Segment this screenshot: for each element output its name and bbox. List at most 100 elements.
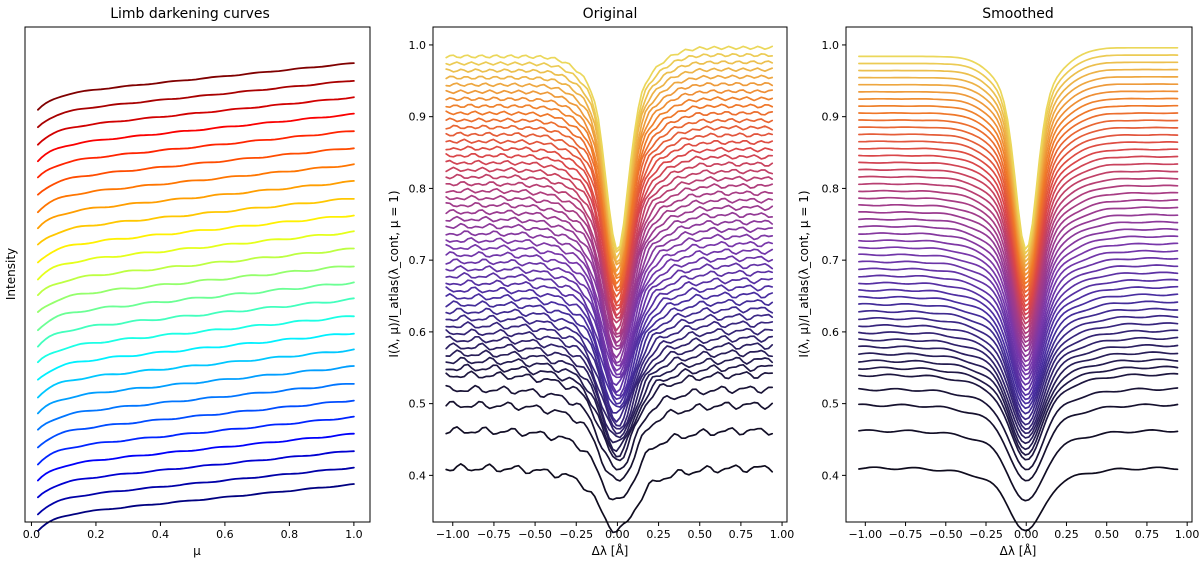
original-profile-curve (445, 298, 774, 408)
original-profile-curve (445, 284, 774, 401)
original-ytick-label: 0.7 (409, 254, 427, 267)
smoothed-profile-curve (858, 235, 1179, 367)
smoothed-profile-curve (858, 365, 1179, 456)
original-ytick-label: 0.8 (409, 182, 427, 195)
smoothed-profile-curve (858, 329, 1179, 431)
smoothed-profile-curve (858, 372, 1179, 461)
limb-darkening-curve (37, 315, 355, 364)
smoothed-profile-curve (858, 148, 1179, 312)
original-xtick-label: −0.25 (559, 528, 593, 541)
limb-darkening-ylabel: Intensity (4, 248, 18, 300)
smoothed-ytick-label: 0.7 (822, 254, 840, 267)
smoothed-ytick-label: 0.9 (822, 111, 840, 124)
limb-darkening-panel: Limb darkening curves 0.0 0.2 0.4 0.6 0.8 1.0… (4, 6, 371, 558)
limb-darkening-xtick-label: 0.4 (152, 528, 170, 541)
original-ytick-label: 0.6 (409, 326, 427, 339)
limb-darkening-curve (37, 96, 355, 146)
smoothed-profile-curve (858, 300, 1179, 410)
smoothed-title: Smoothed (982, 6, 1054, 22)
limb-darkening-curve (37, 147, 355, 196)
smoothed-ylabel: I(λ, μ)/I_atlas(λ_cont, μ = 1) (797, 190, 811, 357)
smoothed-profile-curve (858, 112, 1179, 289)
original-profile-curve (445, 291, 774, 405)
original-profile-curve (445, 335, 774, 435)
smoothed-profile-curve (858, 206, 1179, 348)
limb-darkening-xtick-label: 0.6 (216, 528, 234, 541)
smoothed-xtick-label: 1.00 (1175, 528, 1200, 541)
smoothed-profile-curve (858, 104, 1179, 285)
smoothed-profile-curve (858, 155, 1179, 316)
smoothed-xtick-label: 0.25 (1054, 528, 1079, 541)
smoothed-profile-curve (858, 336, 1179, 435)
original-profile-curve (445, 190, 774, 338)
limb-darkening-xtick-label: 0.8 (281, 528, 299, 541)
smoothed-xtick-label: −0.25 (969, 528, 1003, 541)
original-profile-curve (445, 161, 774, 319)
limb-darkening-curve (37, 112, 355, 163)
limb-darkening-curve (37, 163, 355, 214)
original-profile-curve (445, 117, 774, 292)
smoothed-profile-curve (858, 358, 1179, 451)
original-profile-curve (445, 384, 774, 471)
original-ytick-label: 0.4 (409, 469, 427, 482)
limb-darkening-curve (37, 332, 355, 381)
original-profile-curve (445, 370, 774, 462)
original-ylabel: I(λ, μ)/I_atlas(λ_cont, μ = 1) (387, 190, 401, 357)
smoothed-ytick-label: 0.5 (822, 398, 840, 411)
limb-darkening-curve (37, 297, 355, 348)
original-profile-curve (445, 211, 774, 351)
original-ytick-label: 1.0 (409, 39, 427, 52)
original-xtick-label: 0.25 (646, 528, 671, 541)
original-profile-curve (445, 356, 774, 453)
original-xtick-label: 1.00 (770, 528, 795, 541)
limb-darkening-curve (37, 62, 355, 111)
limb-darkening-curve (37, 214, 355, 264)
smoothed-profile-curve (858, 271, 1179, 392)
original-profile-curve (445, 168, 774, 324)
smoothed-profile-curve (858, 322, 1179, 426)
limb-darkening-xtick-label: 0.0 (23, 528, 41, 541)
original-profile-curve (445, 125, 774, 298)
limb-darkening-xlabel: μ (193, 544, 201, 558)
smoothed-profile-curve (858, 256, 1179, 381)
smoothed-profile-curve (858, 227, 1179, 363)
smoothed-profile-curve (858, 278, 1179, 396)
smoothed-profile-curve (858, 184, 1179, 335)
original-profile-curve (445, 96, 774, 280)
smoothed-y-ticks: 0.4 0.5 0.6 0.7 0.8 0.9 1.0 (822, 39, 846, 482)
limb-darkening-curve (37, 197, 355, 246)
original-panel: Original −1.00 −0.75 −0.50 −0.25 0.00 0.25 0.5… (387, 6, 794, 558)
original-profile-curve (445, 204, 774, 347)
limb-darkening-title: Limb darkening curves (110, 6, 270, 22)
original-profile-curve (445, 255, 774, 379)
smoothed-xtick-label: −1.00 (848, 528, 882, 541)
original-profile-curve (445, 277, 774, 397)
limb-darkening-x-ticks: 0.0 0.2 0.4 0.6 0.8 1.0 (23, 522, 363, 541)
smoothed-profile-curve (858, 429, 1179, 502)
smoothed-profile-curve (858, 177, 1179, 330)
smoothed-ytick-label: 1.0 (822, 39, 840, 52)
original-profile-curve (445, 182, 774, 335)
original-profile-curve (445, 233, 774, 367)
original-profile-curve (445, 52, 774, 253)
limb-darkening-xtick-label: 0.2 (87, 528, 105, 541)
original-x-ticks: −1.00 −0.75 −0.50 −0.25 0.00 0.25 0.50 0.75 1.00 (436, 522, 794, 541)
smoothed-xtick-label: 0.50 (1094, 528, 1119, 541)
limb-darkening-curve (37, 130, 355, 179)
limb-darkening-curve (37, 432, 355, 482)
original-profile-curve (445, 146, 774, 311)
smoothed-ytick-label: 0.8 (822, 182, 840, 195)
smoothed-profile-curve (858, 119, 1179, 294)
smoothed-xtick-label: −0.75 (889, 528, 923, 541)
original-xtick-label: −0.75 (477, 528, 511, 541)
original-curves (445, 45, 774, 534)
smoothed-profile-curve (858, 199, 1179, 343)
limb-darkening-curve (37, 399, 355, 449)
smoothed-axes-frame (845, 26, 1193, 523)
original-axes-frame (432, 26, 788, 523)
original-xlabel: Δλ [Å] (592, 543, 629, 558)
original-profile-curve (445, 463, 774, 534)
smoothed-profile-curve (858, 403, 1179, 482)
limb-darkening-curve (37, 466, 355, 516)
